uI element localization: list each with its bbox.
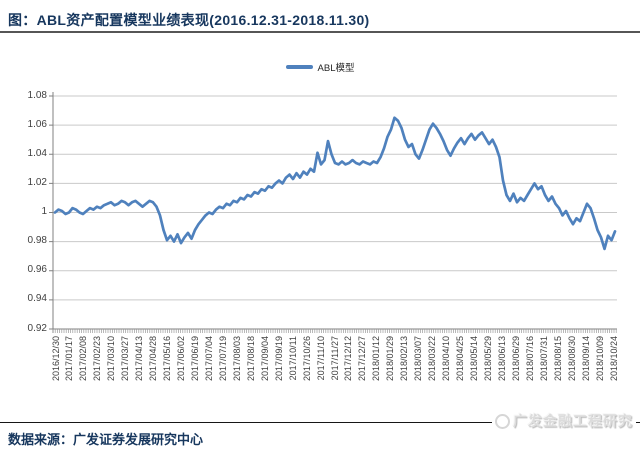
x-axis-tick-label: 2018/10/24 (608, 336, 619, 382)
x-axis-tick-label: 2017/04/28 (148, 336, 159, 382)
x-axis-tick-label: 2018/10/09 (594, 336, 605, 382)
x-axis-tick-label: 2017/10/26 (301, 336, 312, 382)
y-axis-tick-label: 1.08 (27, 89, 47, 101)
x-axis-tick-label: 2018/04/10 (441, 336, 452, 382)
x-axis-tick-label: 2017/10/11 (287, 336, 298, 381)
chart-legend: ABL模型 (0, 60, 640, 74)
x-axis-tick-label: 2017/03/27 (120, 336, 131, 382)
y-axis-tick-label: 1.02 (27, 176, 47, 188)
x-axis-tick-label: 2018/08/15 (552, 336, 563, 382)
x-axis-tick-label: 2018/03/22 (427, 336, 438, 382)
x-axis-tick-label: 2017/04/13 (134, 336, 145, 382)
x-axis-tick-label: 2018/09/14 (580, 336, 591, 382)
y-axis-tick-label: 1.06 (27, 118, 47, 130)
x-axis-tick-label: 2017/06/02 (176, 336, 187, 382)
y-axis-tick-label: 0.96 (27, 264, 47, 276)
title-divider (0, 31, 640, 33)
data-source-note: 数据来源：广发证券发展研究中心 (8, 432, 204, 447)
y-axis-tick-label: 0.92 (27, 322, 47, 334)
x-axis-tick-label: 2018/06/13 (496, 336, 507, 382)
legend-line-swatch (285, 65, 313, 69)
x-axis-tick-label: 2018/07/31 (538, 336, 549, 382)
x-axis-tick-label: 2018/04/25 (455, 336, 466, 382)
x-axis-tick-label: 2018/02/13 (399, 336, 410, 382)
x-axis-tick-label: 2017/07/04 (203, 336, 214, 382)
x-axis-tick-label: 2017/02/23 (92, 336, 103, 382)
x-axis-tick-label: 2017/12/27 (357, 336, 368, 382)
y-axis-tick-label: 0.94 (27, 293, 47, 305)
x-axis-tick-label: 2017/06/19 (190, 336, 200, 382)
x-axis-tick-label: 2017/07/19 (217, 336, 228, 382)
brand-watermark: 广发金融工程研究 (492, 411, 636, 431)
x-axis-tick-label: 2017/09/19 (273, 336, 284, 382)
x-axis-tick-label: 2017/01/17 (64, 336, 75, 382)
x-axis-tick-label: 2017/08/18 (245, 336, 256, 382)
x-axis-tick-label: 2018/05/14 (469, 336, 479, 382)
x-axis-tick-label: 2018/05/29 (482, 336, 493, 382)
x-axis-tick-label: 2018/03/07 (413, 336, 424, 382)
legend-series-label: ABL模型 (317, 63, 355, 74)
footer-divider (0, 422, 640, 423)
x-axis-tick-label: 2017/02/08 (78, 336, 89, 382)
x-axis-tick-label: 2018/01/12 (371, 336, 382, 382)
x-axis-tick-label: 2017/12/12 (343, 336, 354, 382)
x-axis-tick-label: 2018/08/30 (566, 336, 577, 382)
x-axis-tick-label: 2018/07/16 (524, 336, 535, 382)
x-axis-tick-label: 2016/12/30 (50, 336, 61, 382)
x-axis-tick-label: 2017/11/10 (315, 336, 326, 381)
x-axis-tick-label: 2018/06/29 (510, 336, 521, 382)
gf-logo-icon (495, 413, 510, 429)
y-axis-tick-label: 1 (41, 206, 47, 217)
x-axis-tick-label: 2017/09/04 (259, 336, 270, 382)
y-axis-tick-label: 0.98 (27, 235, 47, 247)
x-axis-tick-label: 2017/08/03 (231, 336, 242, 382)
x-axis-tick-label: 2017/11/27 (329, 336, 340, 381)
y-axis-tick-label: 1.04 (27, 147, 47, 159)
brand-watermark-text: 广发金融工程研究 (513, 413, 633, 429)
x-axis-tick-label: 2017/03/10 (106, 336, 117, 382)
x-axis-tick-label: 2018/01/29 (385, 336, 396, 382)
figure-title: 图：ABL资产配置模型业绩表现(2016.12.31-2018.11.30) (8, 12, 370, 28)
x-axis-tick-label: 2017/05/16 (162, 336, 173, 382)
